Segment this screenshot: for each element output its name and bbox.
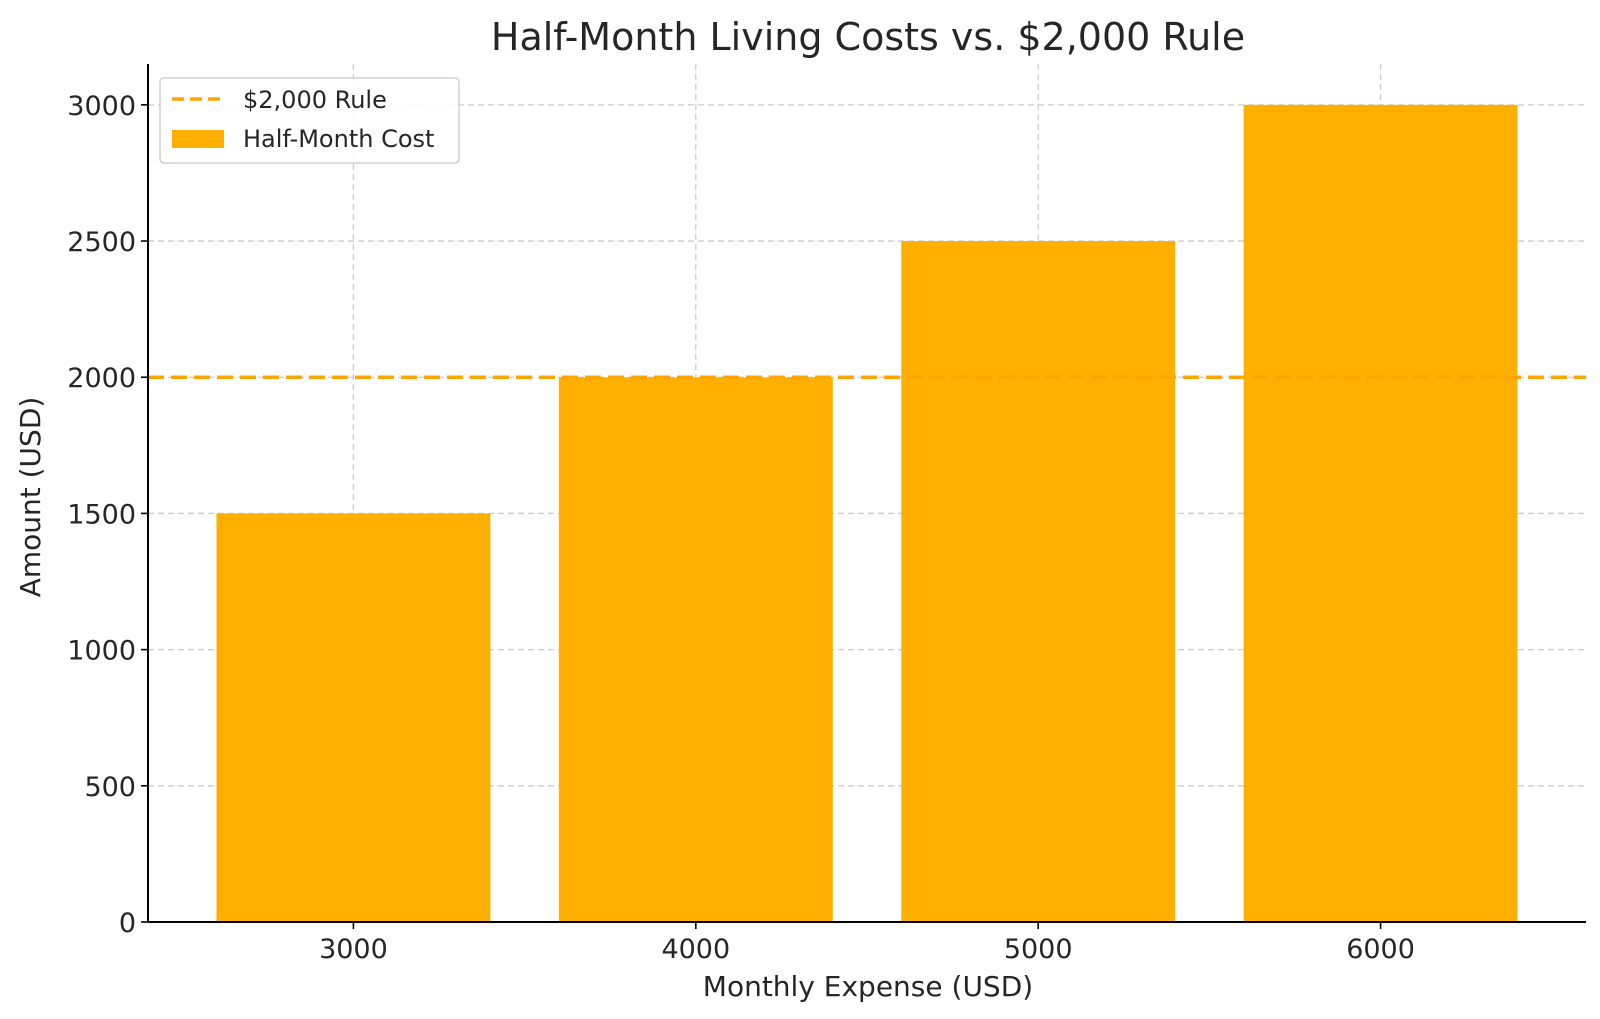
y-tick-label-500: 500 [84, 772, 136, 803]
x-tick-label-3000: 3000 [319, 934, 388, 965]
bars [216, 104, 1518, 923]
y-tick-label-2500: 2500 [67, 227, 136, 258]
x-axis-label: Monthly Expense (USD) [703, 970, 1033, 1003]
bar-5000 [901, 241, 1176, 923]
y-tick-label-3000: 3000 [67, 91, 136, 122]
x-tick-label-5000: 5000 [1004, 934, 1073, 965]
x-tick-label-6000: 6000 [1346, 934, 1415, 965]
y-tick-label-2000: 2000 [67, 363, 136, 394]
legend-bar-swatch [172, 130, 224, 148]
legend-label-rule: $2,000 Rule [243, 86, 387, 114]
y-tick-label-0: 0 [119, 908, 136, 939]
y-axis-label: Amount (USD) [14, 397, 47, 598]
x-tick-label-4000: 4000 [661, 934, 730, 965]
tick-labels: 0 500 1000 1500 2000 2500 3000 3000 4000 5000 6000 [67, 91, 1415, 965]
bar-3000 [216, 513, 491, 922]
bar-6000 [1243, 104, 1518, 923]
axes [141, 64, 1586, 929]
bar-4000 [558, 377, 833, 922]
legend: $2,000 Rule Half-Month Cost [159, 77, 460, 164]
y-tick-label-1000: 1000 [67, 636, 136, 667]
chart-title: Half-Month Living Costs vs. $2,000 Rule [491, 15, 1245, 59]
y-tick-label-1500: 1500 [67, 499, 136, 530]
legend-box [159, 77, 460, 164]
legend-label-half-month-cost: Half-Month Cost [243, 125, 434, 153]
